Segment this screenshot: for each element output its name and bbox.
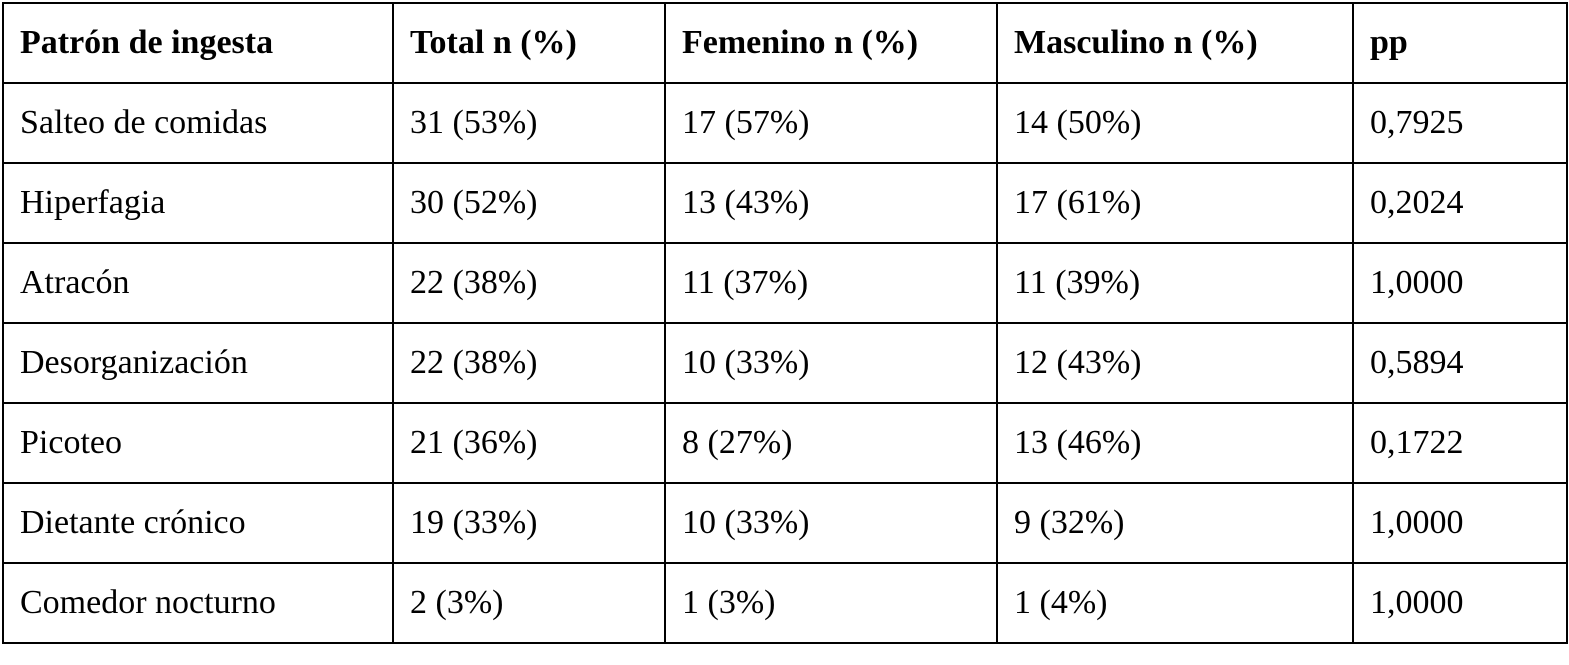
table-cell: 22 (38%) xyxy=(392,242,666,324)
table-cell: 12 (43%) xyxy=(996,322,1354,404)
table-cell: 13 (46%) xyxy=(996,402,1354,484)
table-cell: 22 (38%) xyxy=(392,322,666,404)
table-cell: Comedor nocturno xyxy=(2,562,394,644)
header-cell: Femenino n (%) xyxy=(664,2,998,84)
table-cell: Dietante crónico xyxy=(2,482,394,564)
table-cell: 30 (52%) xyxy=(392,162,666,244)
data-table: Patrón de ingesta Total n (%) Femenino n (… xyxy=(2,2,1568,644)
header-cell: Masculino n (%) xyxy=(996,2,1354,84)
header-row: Patrón de ingesta Total n (%) Femenino n (… xyxy=(2,2,1568,84)
table-cell: 0,5894 xyxy=(1352,322,1568,404)
table-cell: Salteo de comidas xyxy=(2,82,394,164)
table-cell: 19 (33%) xyxy=(392,482,666,564)
table-head: Patrón de ingesta Total n (%) Femenino n (… xyxy=(2,2,1568,84)
table-cell: 10 (33%) xyxy=(664,482,998,564)
header-cell: pp xyxy=(1352,2,1568,84)
table-cell: 1,0000 xyxy=(1352,562,1568,644)
table-cell: 1,0000 xyxy=(1352,482,1568,564)
table-cell: 14 (50%) xyxy=(996,82,1354,164)
table-cell: 11 (39%) xyxy=(996,242,1354,324)
table-cell: 11 (37%) xyxy=(664,242,998,324)
table-row: Desorganización 22 (38%) 10 (33%) 12 (43%) 0… xyxy=(2,322,1568,404)
table-cell: Desorganización xyxy=(2,322,394,404)
table-cell: Atracón xyxy=(2,242,394,324)
header-cell: Patrón de ingesta xyxy=(2,2,394,84)
table-cell: Picoteo xyxy=(2,402,394,484)
table-cell: 9 (32%) xyxy=(996,482,1354,564)
table-cell: 0,7925 xyxy=(1352,82,1568,164)
table-cell: 31 (53%) xyxy=(392,82,666,164)
table-cell: 0,1722 xyxy=(1352,402,1568,484)
table-cell: 1 (3%) xyxy=(664,562,998,644)
table-cell: 2 (3%) xyxy=(392,562,666,644)
table-cell: 10 (33%) xyxy=(664,322,998,404)
table-cell: 1,0000 xyxy=(1352,242,1568,324)
table-cell: 1 (4%) xyxy=(996,562,1354,644)
header-cell: Total n (%) xyxy=(392,2,666,84)
table-body: Salteo de comidas 31 (53%) 17 (57%) 14 (50%… xyxy=(2,82,1568,644)
table-row: Atracón 22 (38%) 11 (37%) 11 (39%) 1,0000 xyxy=(2,242,1568,324)
table-cell: 8 (27%) xyxy=(664,402,998,484)
table-row: Picoteo 21 (36%) 8 (27%) 13 (46%) 0,1722 xyxy=(2,402,1568,484)
table-cell: 0,2024 xyxy=(1352,162,1568,244)
table-row: Hiperfagia 30 (52%) 13 (43%) 17 (61%) 0,2024 xyxy=(2,162,1568,244)
table-row: Salteo de comidas 31 (53%) 17 (57%) 14 (50%… xyxy=(2,82,1568,164)
table-cell: 17 (57%) xyxy=(664,82,998,164)
table-row: Dietante crónico 19 (33%) 10 (33%) 9 (32%) 1… xyxy=(2,482,1568,564)
table-row: Comedor nocturno 2 (3%) 1 (3%) 1 (4%) 1,0000 xyxy=(2,562,1568,644)
table-cell: 21 (36%) xyxy=(392,402,666,484)
table-cell: 17 (61%) xyxy=(996,162,1354,244)
table-cell: 13 (43%) xyxy=(664,162,998,244)
table-cell: Hiperfagia xyxy=(2,162,394,244)
